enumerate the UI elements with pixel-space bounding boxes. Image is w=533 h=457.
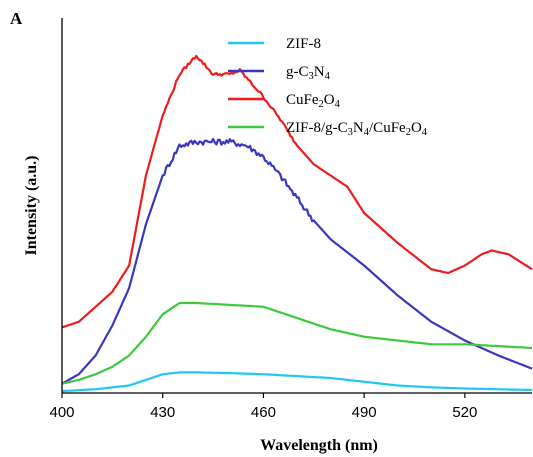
series-line-2 xyxy=(61,137,533,385)
x-axis-label: Wavelength (nm) xyxy=(260,437,378,454)
legend-label: g-C3N4 xyxy=(286,64,331,82)
x-tick-label: 460 xyxy=(251,404,276,421)
legend: ZIF-8 g-C3N4 CuFe2O4 ZIF-8/g-C3N4/CuFe2O4 xyxy=(228,36,428,138)
series-line-3 xyxy=(61,54,533,329)
x-tick-label: 400 xyxy=(49,404,74,421)
x-tick-label: 520 xyxy=(452,404,477,421)
y-axis-label: Intensity (a.u.) xyxy=(23,155,40,255)
series-line-4 xyxy=(61,301,533,385)
x-tick-label: 430 xyxy=(150,404,175,421)
legend-label: ZIF-8/g-C3N4/CuFe2O4 xyxy=(286,120,428,138)
legend-label: ZIF-8 xyxy=(286,36,321,52)
panel-label: A xyxy=(10,9,23,28)
series-lines xyxy=(61,54,533,393)
legend-label: CuFe2O4 xyxy=(286,92,341,110)
x-axis-ticks: 400 430 460 490 520 xyxy=(49,393,477,421)
x-tick-label: 490 xyxy=(352,404,377,421)
series-line-1 xyxy=(61,371,532,393)
